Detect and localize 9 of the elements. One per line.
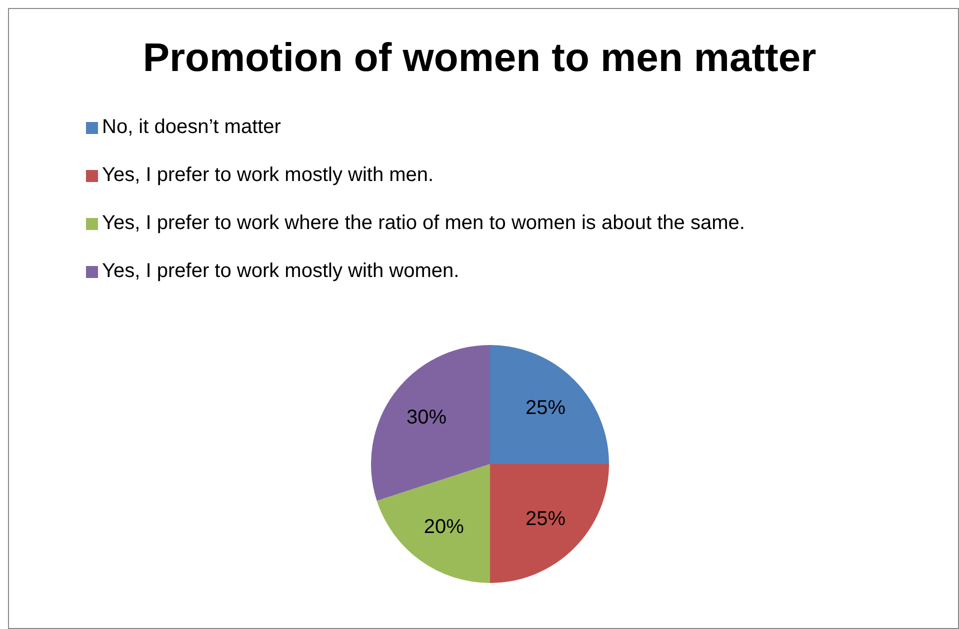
legend-label: Yes, I prefer to work mostly with women.: [102, 260, 460, 283]
data-label: 30%: [406, 406, 447, 428]
legend-label: No, it doesn’t matter: [102, 116, 281, 139]
data-label: 25%: [526, 508, 566, 530]
data-label: 25%: [526, 396, 566, 419]
data-label: 20%: [424, 516, 464, 538]
legend-label: Yes, I prefer to work where the ratio of men to women is about the same.: [102, 212, 745, 235]
chart-title: Promotion of women to men matter: [142, 36, 818, 81]
legend-label: Yes, I prefer to work mostly with men.: [102, 164, 434, 187]
